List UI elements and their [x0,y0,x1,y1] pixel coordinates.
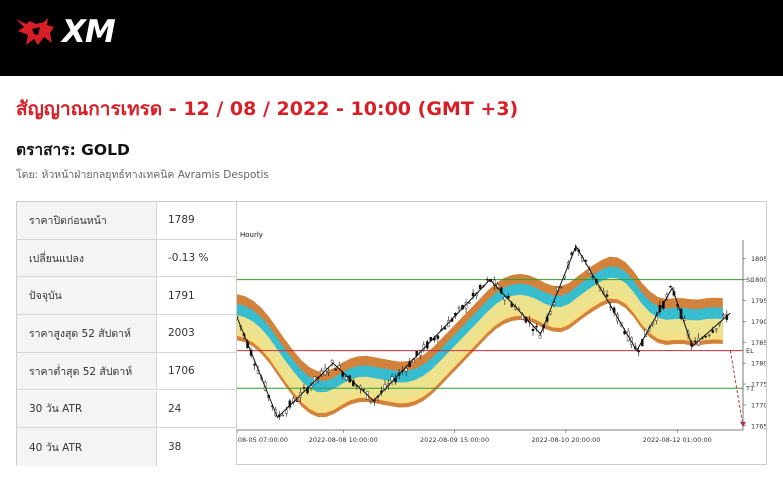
stats-value: 2003 [157,315,236,352]
price-chart-svg: Hourly SL EL T1 1765 1770 1775 1780 1785 1790 17… [237,231,766,444]
projection-arrow [729,350,744,426]
author-line: โดย: หัวหน้าฝ่ายกลยุทธ์ทางเทคนิค Avramis… [16,169,269,181]
candle-body [468,302,471,304]
y-tick-label: 1795 [751,297,766,305]
y-tick-label: 1775 [751,381,766,389]
candle-body [436,335,440,339]
stats-value: 1706 [157,352,236,390]
y-tick-label: 1800 [751,276,766,284]
candle-body [285,409,288,414]
candle-body [330,360,334,363]
candle-body [302,387,306,389]
candle-body [605,294,609,297]
candle-body [714,328,718,330]
candle-body [478,285,482,289]
x-tick-label: 2022-08-05 07:00:00 [237,436,288,444]
stats-value: 24 [157,390,236,428]
candle-body [538,335,542,339]
candle-body [237,316,239,318]
chart-title: Hourly [240,231,263,239]
candle-body [327,370,330,373]
header-bar: XM [0,0,783,76]
candle-body [246,341,249,348]
x-tick-label: 2022-08-10 20:00:00 [531,436,600,444]
candle-body [334,368,337,371]
x-tick-label: 2022-08-12 01:00:00 [643,436,712,444]
candle-body [535,325,538,328]
level-label-el: EL [746,347,754,355]
logo-text: XM [62,14,116,50]
stats-row-change: เปลี่ยนแปลง -0.13 % [17,239,236,278]
signal-title: สัญญาณการเทรด - 12 / 08 / 2022 - 10:00 (… [16,98,519,120]
candle-body [309,385,313,388]
band-inner [237,277,723,413]
candle-body [281,414,285,417]
candle-body [457,307,461,309]
candle-body [295,400,299,402]
stats-value: -0.13 % [157,239,236,277]
level-label-sl: SL [746,276,754,284]
instrument-heading: ตราสาร: GOLD [16,141,130,159]
y-tick-label: 1805 [751,255,766,263]
stats-label: ราคาปิดก่อนหน้า [17,202,157,239]
stats-label: 30 วัน ATR [17,390,157,428]
y-tick-label: 1765 [751,422,766,430]
x-tick-label: 2022-08-08 10:00:00 [309,436,378,444]
price-chart: Hourly SL EL T1 1765 1770 1775 1780 1785 1790 17… [236,201,767,465]
candle-body [344,376,348,380]
stats-value: 1789 [157,202,236,239]
candle-body [404,368,408,372]
stats-row-52w-low: ราคาต่ำสุด 52 สัปดาห์ 1706 [17,352,236,391]
candle-body [711,329,715,333]
stats-label: ราคาสูงสุด 52 สัปดาห์ [17,315,157,352]
stats-row-52w-high: ราคาสูงสุด 52 สัปดาห์ 2003 [17,315,236,353]
xm-logo[interactable]: XM [14,14,116,50]
candle-body [704,335,707,338]
stats-label: 40 วัน ATR [17,428,157,466]
band-middle [237,266,723,408]
stats-row-atr-30: 30 วัน ATR 24 [17,390,236,429]
candle-body [369,400,373,402]
candle-body [559,286,563,288]
level-label-t1: T1 [745,385,754,393]
candle-body [669,286,672,288]
x-tick-label: 2022-08-09 15:00:00 [420,436,489,444]
stats-label: ราคาต่ำสุด 52 สัปดาห์ [17,352,157,390]
stats-label: ปัจจุบัน [17,277,157,315]
stats-label: เปลี่ยนแปลง [17,239,157,277]
candle-body [471,292,475,297]
candle-body [693,340,697,342]
candle-body [707,334,711,336]
candle-body [253,363,256,366]
candle-body [362,389,366,391]
stats-value: 1791 [157,277,236,315]
zigzag-line [237,245,731,419]
candle-body [531,328,535,331]
y-tick-label: 1770 [751,401,766,409]
candle-body [722,314,725,317]
stats-row-current: ปัจจุบัน 1791 [17,277,236,316]
candle-body [507,295,510,299]
candle-body [485,279,489,281]
bull-icon [16,18,54,45]
y-tick-label: 1790 [751,318,766,326]
stats-row-prev-close: ราคาปิดก่อนหน้า 1789 [17,202,236,240]
candle-body [637,350,641,353]
stats-table: ราคาปิดก่อนหน้า 1789 เปลี่ยนแปลง -0.13 %… [16,201,237,466]
y-tick-label: 1780 [751,360,766,368]
candle-body [503,296,507,301]
stats-row-atr-40: 40 วัน ATR 38 [17,428,236,466]
stats-value: 38 [157,428,236,466]
y-tick-label: 1785 [751,339,766,347]
